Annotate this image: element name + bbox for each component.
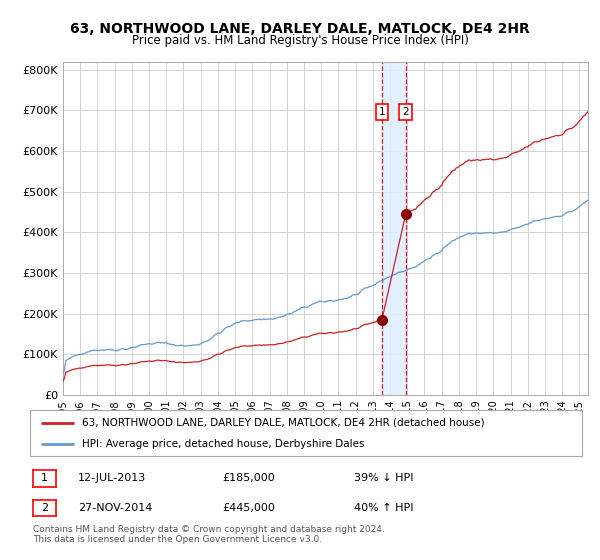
Text: 1: 1 <box>379 108 385 118</box>
Text: HPI: Average price, detached house, Derbyshire Dales: HPI: Average price, detached house, Derb… <box>82 439 365 449</box>
Text: £445,000: £445,000 <box>222 503 275 513</box>
Text: 63, NORTHWOOD LANE, DARLEY DALE, MATLOCK, DE4 2HR (detached house): 63, NORTHWOOD LANE, DARLEY DALE, MATLOCK… <box>82 418 485 428</box>
Text: Price paid vs. HM Land Registry's House Price Index (HPI): Price paid vs. HM Land Registry's House … <box>131 34 469 46</box>
Bar <box>382 62 406 395</box>
Text: 40% ↑ HPI: 40% ↑ HPI <box>354 503 413 513</box>
Text: 39% ↓ HPI: 39% ↓ HPI <box>354 473 413 483</box>
Text: 2: 2 <box>403 108 409 118</box>
Text: 12-JUL-2013: 12-JUL-2013 <box>78 473 146 483</box>
Text: £185,000: £185,000 <box>222 473 275 483</box>
Text: 63, NORTHWOOD LANE, DARLEY DALE, MATLOCK, DE4 2HR: 63, NORTHWOOD LANE, DARLEY DALE, MATLOCK… <box>70 22 530 36</box>
Text: 2: 2 <box>41 503 48 513</box>
Text: 27-NOV-2014: 27-NOV-2014 <box>78 503 152 513</box>
Text: Contains HM Land Registry data © Crown copyright and database right 2024.
This d: Contains HM Land Registry data © Crown c… <box>33 525 385 544</box>
Text: 1: 1 <box>41 473 48 483</box>
